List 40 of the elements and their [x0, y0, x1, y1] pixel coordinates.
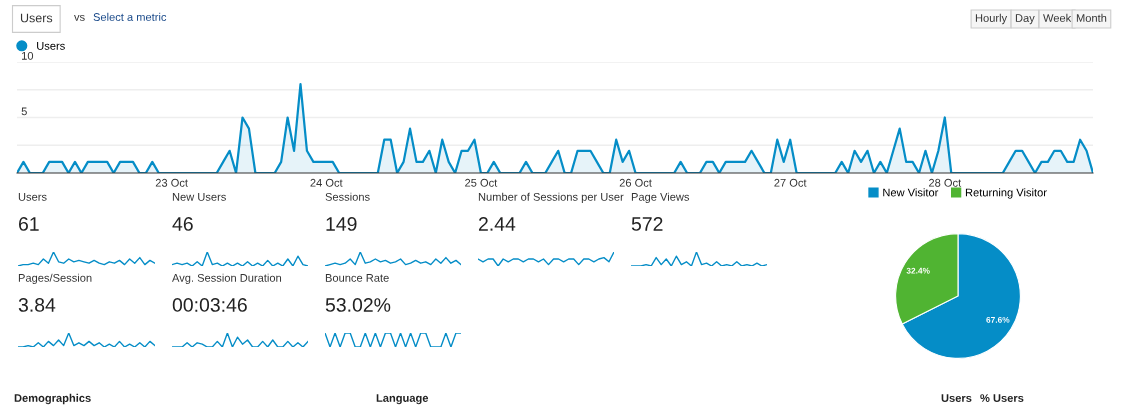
data-label: 67.6% — [986, 316, 1010, 323]
chart-subtitle: 149 — [326, 217, 357, 231]
chart-subtitle: 46 — [172, 217, 193, 231]
text: % Users — [980, 394, 1024, 402]
legend-label: New Visitor — [883, 188, 939, 197]
x-tick-label: 23 Oct — [155, 178, 188, 187]
text: Hourly — [975, 13, 1008, 25]
text: Users — [941, 394, 972, 402]
chart-subtitle: 61 — [18, 217, 39, 231]
chart-title: Bounce Rate — [325, 274, 389, 282]
chart-title: Page Views — [631, 192, 690, 204]
chart-title: Avg. Session Duration — [172, 273, 282, 285]
chart-title: New Users — [172, 193, 226, 201]
text: Language — [376, 394, 429, 405]
chart-title: Sessions — [325, 192, 370, 201]
x-tick-label: 27 Oct — [774, 178, 807, 187]
y-tick-label: 10 — [22, 51, 34, 60]
chart-title: Users — [18, 193, 47, 201]
x-tick-label: 25 Oct — [465, 178, 498, 187]
chart-title: Number of Sessions per User — [478, 192, 624, 204]
legend-label: Returning Visitor — [965, 188, 1047, 199]
legend-label: Users — [37, 42, 65, 50]
chart-subtitle: 53.02% — [325, 298, 391, 312]
text: Users — [20, 13, 53, 23]
x-tick-label: 28 Oct — [929, 178, 962, 187]
data-label: 32.4% — [906, 267, 930, 274]
text: vs — [74, 14, 85, 21]
chart-subtitle: 572 — [631, 217, 663, 231]
x-tick-label: 24 Oct — [310, 178, 343, 187]
chart-title: Pages/Session — [18, 273, 92, 285]
x-tick-label: 26 Oct — [619, 178, 652, 187]
y-tick-label: 5 — [21, 107, 27, 116]
chart-subtitle: 3.84 — [18, 298, 56, 312]
chart-subtitle: 2.44 — [478, 217, 516, 231]
text: Week — [1043, 13, 1072, 22]
text: Month — [1076, 13, 1107, 22]
text: Day — [1015, 14, 1035, 25]
text: Select a metric — [93, 12, 167, 21]
text: Demographics — [14, 393, 91, 405]
chart-subtitle: 00:03:46 — [172, 298, 247, 312]
